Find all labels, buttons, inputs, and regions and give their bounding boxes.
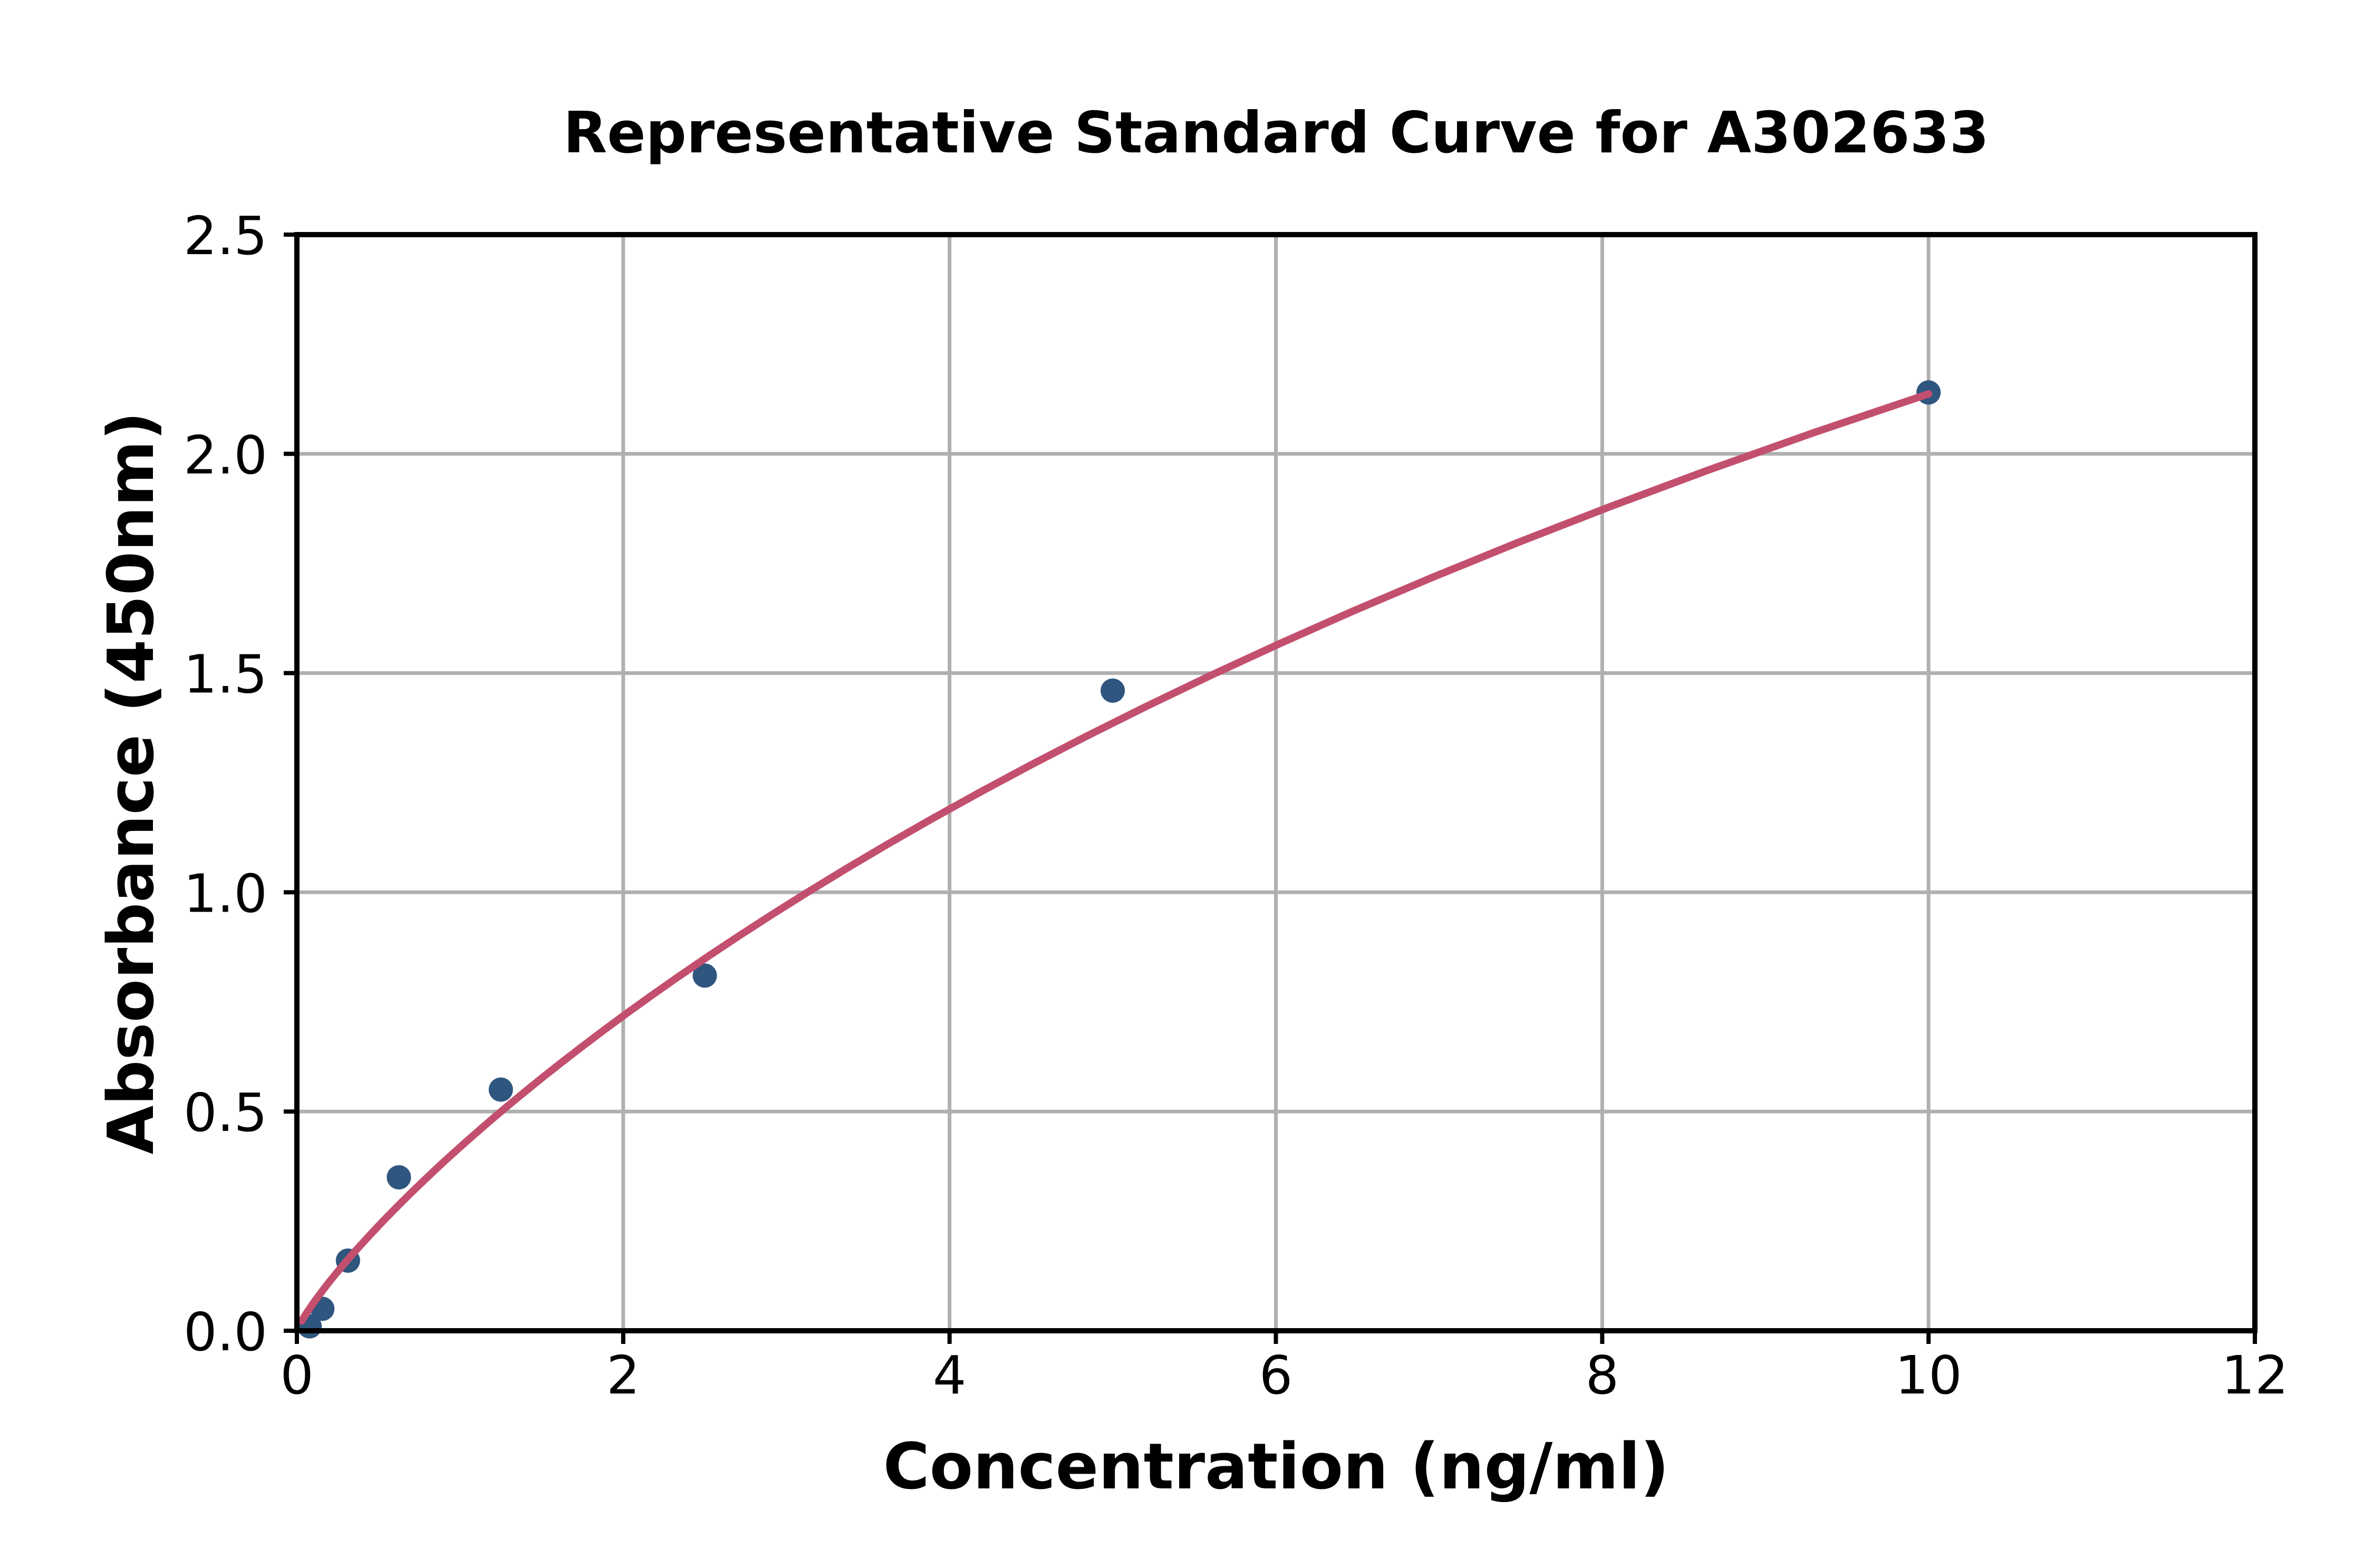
x-tick-label: 0	[280, 1344, 314, 1406]
y-tick-labels: 0.0 0.5 1.0 1.5 2.0 2.5	[184, 205, 267, 1363]
data-points	[297, 380, 1941, 1339]
x-tick-label: 12	[2221, 1344, 2288, 1406]
y-tick-label: 1.0	[184, 863, 267, 924]
data-point	[387, 1165, 411, 1189]
chart-title: Representative Standard Curve for A30263…	[563, 100, 1989, 166]
y-tick-label: 2.5	[184, 205, 267, 267]
x-tick-label: 6	[1259, 1344, 1293, 1406]
data-point	[692, 963, 717, 988]
x-tick-label: 2	[606, 1344, 640, 1406]
axis-ticks	[284, 233, 2257, 1344]
data-point	[1101, 678, 1125, 703]
y-tick-label: 2.0	[184, 424, 267, 486]
x-tick-label: 10	[1895, 1344, 1962, 1406]
x-tick-label: 8	[1586, 1344, 1619, 1406]
y-tick-label: 0.5	[184, 1082, 267, 1144]
data-point	[488, 1077, 513, 1102]
y-tick-label: 1.5	[184, 644, 267, 705]
fit-curve-line	[298, 390, 1933, 1325]
x-tick-label: 4	[933, 1344, 967, 1406]
gridlines	[297, 233, 2257, 1331]
y-tick-label: 0.0	[184, 1301, 267, 1363]
x-tick-labels: 0 2 4 6 8 10 12	[280, 1344, 2288, 1406]
x-axis-label: Concentration (ng/ml)	[883, 1430, 1670, 1504]
y-axis-label: Absorbance (450nm)	[95, 411, 168, 1154]
